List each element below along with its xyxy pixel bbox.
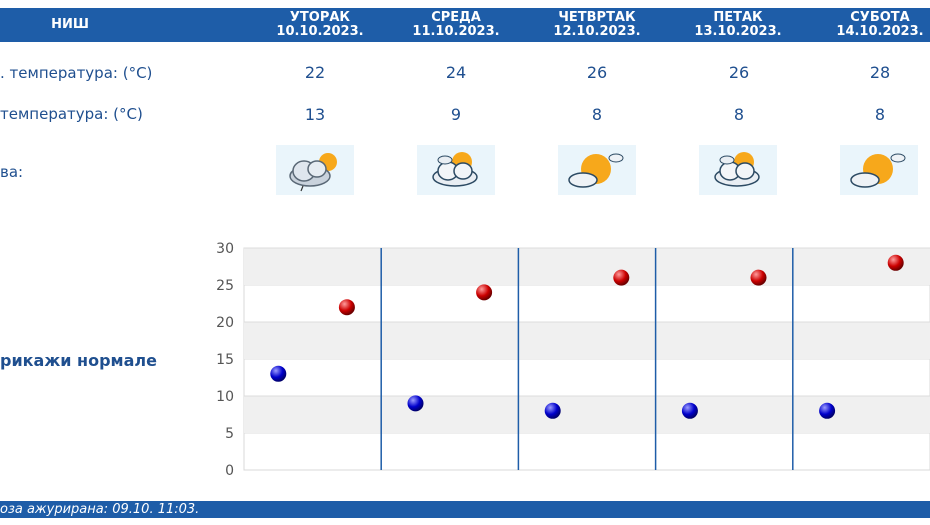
y-tick-label: 30 <box>216 241 234 257</box>
grid-band <box>244 322 930 359</box>
grid-band <box>244 248 930 285</box>
min-temp-value: 8 <box>591 105 603 124</box>
max-temp-value: 22 <box>304 63 326 82</box>
day-header-2: СРЕДА 11.10.2023. <box>396 11 516 45</box>
day-header-1: УТОРАК 10.10.2023. <box>260 11 380 45</box>
y-tick-label: 5 <box>225 426 234 442</box>
min-temp-label: температура: (°C) <box>0 105 143 123</box>
day-date: 10.10.2023. <box>276 24 364 39</box>
max-temp-label: . температура: (°C) <box>0 64 153 82</box>
temperature-chart: 0 5 10 15 20 25 30 <box>216 241 930 479</box>
max-temp-value: 26 <box>728 63 750 82</box>
y-tick-label: 25 <box>216 278 234 294</box>
y-tick-label: 20 <box>216 315 234 331</box>
day-date: 14.10.2023. <box>836 24 924 39</box>
show-normals-link[interactable]: рикажи нормале <box>0 351 157 370</box>
min-temp-point <box>681 402 698 419</box>
updated-text: оза ажурирана: 09.10. 11:03. <box>0 502 200 517</box>
sun-cloud-icon <box>558 145 636 195</box>
day-name: ПЕТАК <box>713 10 763 25</box>
min-temp-point <box>819 402 836 419</box>
y-tick-label: 15 <box>216 352 234 368</box>
day-date: 11.10.2023. <box>412 24 500 39</box>
max-temp-point <box>887 254 904 271</box>
weather-label: ва: <box>0 163 24 181</box>
y-tick-label: 10 <box>216 389 234 405</box>
grid-band <box>244 396 930 433</box>
partly-cloudy-icon <box>417 145 495 195</box>
day-date: 12.10.2023. <box>553 24 641 39</box>
min-temp-value: 13 <box>304 105 326 124</box>
day-header-3: ЧЕТВРТАК 12.10.2023. <box>537 11 657 45</box>
min-temp-point <box>270 365 287 382</box>
day-header-4: ПЕТАК 13.10.2023. <box>678 11 798 45</box>
day-name: ЧЕТВРТАК <box>558 10 636 25</box>
forecast-header: НИШ УТОРАК 10.10.2023. СРЕДА 11.10.2023.… <box>0 8 930 42</box>
day-name: СРЕДА <box>431 10 481 25</box>
day-name: СУБОТА <box>850 10 910 25</box>
min-temp-point <box>407 395 424 412</box>
max-temp-value: 26 <box>586 63 608 82</box>
min-temp-value: 8 <box>874 105 886 124</box>
city-name: НИШ <box>51 17 89 32</box>
forecast-updated-bar: оза ажурирана: 09.10. 11:03. <box>0 501 930 518</box>
day-name: УТОРАК <box>289 10 351 25</box>
partly-cloudy-icon <box>699 145 777 195</box>
sun-cloud-icon <box>840 145 918 195</box>
max-temp-point <box>338 299 355 316</box>
cloudy-sun-light-rain-icon <box>276 145 354 195</box>
max-temp-point <box>750 269 767 286</box>
day-header-5: СУБОТА 14.10.2023. <box>818 11 930 45</box>
day-date: 13.10.2023. <box>694 24 782 39</box>
max-temp-value: 28 <box>869 63 891 82</box>
max-temp-point <box>613 269 630 286</box>
y-tick-label: 0 <box>225 463 234 479</box>
min-temp-point <box>544 402 561 419</box>
min-temp-value: 8 <box>733 105 745 124</box>
max-temp-point <box>476 284 493 301</box>
min-temp-value: 9 <box>450 105 462 124</box>
max-temp-value: 24 <box>445 63 467 82</box>
